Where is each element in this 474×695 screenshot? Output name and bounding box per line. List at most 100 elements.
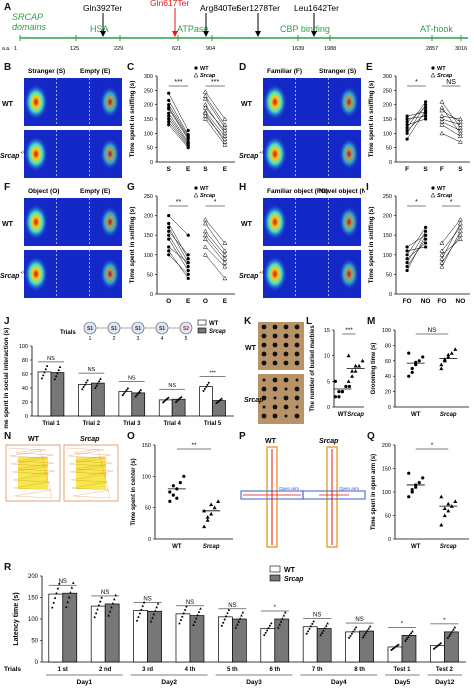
bar-point [140,608,143,611]
bar-point [93,616,96,619]
bar-point [82,386,85,389]
bar-point [439,642,442,645]
bar-point [123,392,126,395]
x-tick-label: WT [338,412,348,418]
data-point [167,237,171,241]
bar-point [46,365,49,368]
legend-wt: WT [200,66,209,72]
bar-wt [430,645,445,663]
x-tick-label: S [458,166,463,173]
x-tick-label: WT [411,412,421,418]
sig-label: * [214,199,217,206]
scatter-point [205,515,210,519]
y-tick-label: 100 [382,490,391,496]
bar-point [447,634,451,637]
y-tick-label: 60 [22,372,28,378]
y-tick-label: 0 [35,660,39,666]
heatmap-D: Familiar (F) Stranger (S) WT Srcap+/- [239,68,361,178]
trial-num: 2 [113,336,116,342]
legend-wt-marker [194,186,198,190]
pair-line [441,118,461,125]
pair-line [205,235,226,259]
bar-point [58,582,61,585]
position-label: 2857 [426,46,438,52]
legend-wt-box [197,319,207,326]
marble [294,351,300,357]
bar-point [324,624,328,627]
y-tick-label: 50 [385,514,391,520]
bar-point [83,383,86,386]
sig-label: *** [211,79,219,86]
heat-spot-right [339,86,359,118]
bar-wt [199,386,213,417]
pair-line [168,115,189,144]
chart-g: 0 50 100 150 200 250 Time spent in sniffing (s… [129,186,235,305]
bar-point [349,634,352,637]
trial-label: 5 th [227,667,238,673]
legend-wt: WT [284,567,296,574]
bar-point [196,613,199,617]
panel-label-d: D [239,62,247,73]
bar-point [96,382,100,385]
pair-line [406,242,426,259]
bar-point [178,622,181,625]
panel-label-a: A [4,2,12,13]
heat-spot-right [100,258,120,290]
bar-wt [158,399,173,417]
y-tick-label: 200 [382,443,391,449]
marble [261,413,267,419]
data-point [202,252,208,257]
marble-photos: WT Srcap [244,322,304,424]
bar-point [263,634,266,637]
bar-point [177,397,180,401]
pair-line [441,115,461,120]
scatter-point [202,524,207,529]
pair-line [406,104,426,134]
data-point [167,233,171,237]
marble [294,413,300,419]
bar-point [206,383,209,386]
data-point [186,264,190,269]
data-point [186,146,190,150]
bar-point [69,591,72,594]
data-point [457,133,463,139]
pair-line [205,223,226,252]
data-point [405,131,409,135]
bar-point [264,631,267,634]
bar-point [309,625,312,628]
bar-point [222,621,225,624]
y-tick-label: 250 [144,88,153,94]
data-point [457,228,463,234]
position-label: 229 [114,46,123,52]
bar-wt [345,631,360,663]
bar-point [182,612,185,615]
bar-point [197,610,201,613]
bar-point [67,595,71,599]
marble [261,395,267,401]
data-point [222,136,228,141]
x-tick-label: FO [403,298,412,305]
heat-spot-left [24,136,48,172]
bar-point [167,396,170,399]
y-tick-label: 150 [382,467,391,473]
scatter-point [346,353,351,358]
pair-line [441,121,461,131]
heat-spot-left [24,204,48,240]
track-path [8,447,56,499]
bar-mut [359,630,374,663]
bar-point [54,374,58,378]
sig-label: NS [168,383,176,389]
domain-atpase: ATPase [177,24,208,34]
marble [283,333,289,339]
day-label: Day4 [331,679,347,686]
bar-point [235,623,239,626]
bar-point [432,647,435,650]
scatter-point [340,390,344,394]
bar-point [85,381,88,384]
y-tick-label: 250 [383,88,392,94]
scatter-point [337,395,341,399]
bar-point [202,390,205,393]
data-point [405,114,409,118]
bar-point [365,629,369,632]
bar-point [350,632,353,635]
